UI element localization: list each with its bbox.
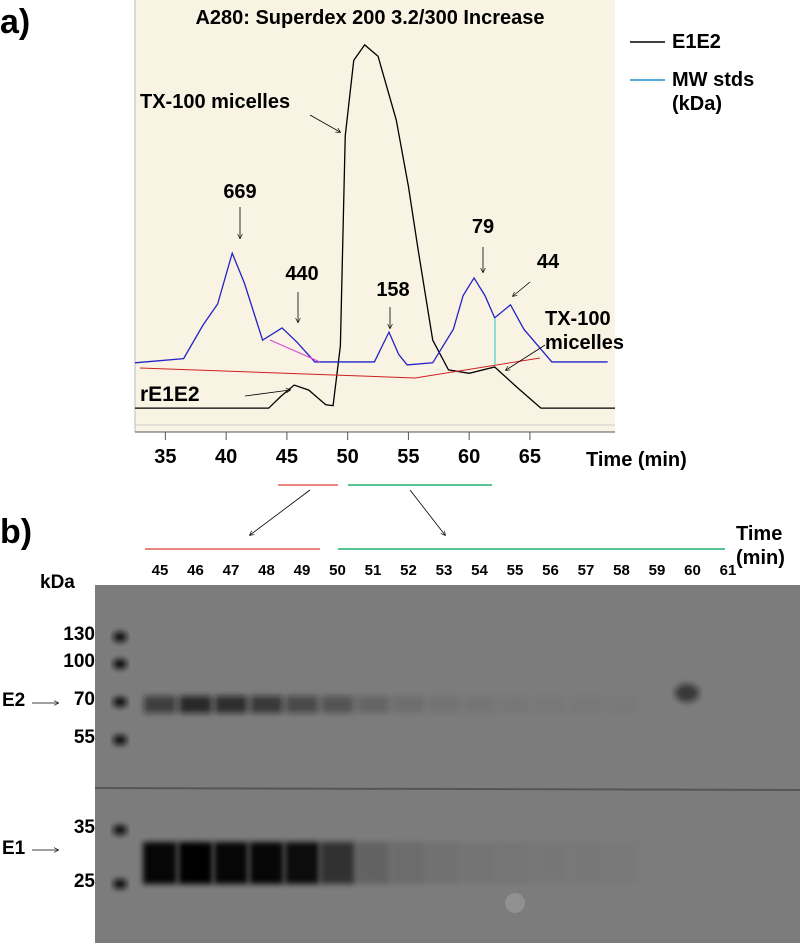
x-axis-label: Time (min) (586, 449, 687, 471)
gel-band (357, 696, 389, 713)
lane-label: 57 (577, 562, 595, 579)
marker-band (113, 659, 127, 669)
lane-label: 60 (684, 562, 701, 579)
chart-title: A280: Superdex 200 3.2/300 Increase (195, 7, 545, 29)
lane-label: 55 (506, 562, 524, 579)
gel-band (144, 696, 176, 713)
baseline (269, 339, 321, 363)
lane-label: 45 (151, 562, 169, 579)
annotation: 44 (536, 251, 560, 273)
marker-label: 130 (63, 624, 95, 645)
marker-band (113, 697, 127, 707)
band-label: E2 (2, 690, 26, 711)
gel-artifact (505, 893, 525, 913)
gel-band (535, 696, 567, 713)
gel-band (499, 696, 531, 713)
gel-band (427, 842, 461, 884)
lane-label: 48 (258, 562, 275, 579)
marker-label: 25 (73, 871, 95, 892)
lane-label: 52 (400, 562, 417, 579)
lane-label: 53 (435, 562, 453, 579)
gel-band (320, 842, 355, 884)
lane-label: 58 (613, 562, 630, 579)
lane-label: 50 (329, 562, 346, 579)
lane-label: 61 (719, 562, 737, 579)
gel-band (250, 696, 283, 713)
series-line (135, 43, 615, 409)
gel-artifact (675, 684, 699, 702)
gel-unit-label: kDa (40, 572, 75, 593)
lane-label: 56 (542, 562, 559, 579)
lane-label: 49 (293, 562, 311, 579)
band-label: E1 (2, 838, 26, 859)
marker-label: 100 (63, 651, 95, 672)
panel-label: b) (0, 513, 33, 551)
marker-band (113, 632, 127, 642)
gel-band (214, 842, 248, 884)
marker-band (113, 735, 127, 745)
gel-band (462, 842, 497, 884)
lane-label: 46 (187, 562, 204, 579)
series-line (134, 251, 608, 366)
gel-band (606, 696, 638, 713)
gel-band (533, 842, 568, 884)
gel-band (570, 696, 602, 713)
gel-seam (94, 787, 800, 791)
legend-label: E1E2 (672, 31, 721, 53)
gel-band (463, 696, 496, 713)
gel-band (143, 842, 177, 884)
annotation: 669 (223, 181, 257, 203)
baseline (139, 367, 416, 379)
marker-label: 70 (73, 689, 95, 710)
marker-band (113, 879, 127, 889)
gel-bands (113, 632, 699, 913)
plot-background (135, 0, 615, 432)
gel-band (215, 696, 247, 713)
gel-band (392, 696, 425, 713)
annotation: TX-100 micelles (545, 308, 624, 354)
panel-label: a) (0, 3, 31, 41)
x-tick-label: 45 (275, 446, 299, 468)
annotation: 79 (471, 216, 495, 238)
marker-label: 35 (73, 817, 95, 838)
gel-band (569, 842, 603, 884)
gel-band (356, 842, 390, 884)
gel-band (321, 696, 354, 713)
gel-band (179, 696, 212, 713)
lane-label: 51 (364, 562, 382, 579)
x-tick-label: 35 (154, 446, 177, 468)
gel-band (249, 842, 284, 884)
annotation-arrows (240, 114, 546, 535)
x-tick-label: 55 (397, 446, 420, 468)
marker-label: 55 (73, 727, 95, 748)
gel-band (391, 842, 426, 884)
legend-label: MW stds (kDa) (672, 69, 755, 115)
gel-band (178, 842, 213, 884)
lane-label: 59 (648, 562, 666, 579)
gel-band (285, 842, 319, 884)
annotation: 440 (285, 263, 319, 285)
gel-image (95, 585, 800, 943)
x-tick-label: 60 (458, 446, 481, 468)
gel-band (498, 842, 532, 884)
gel-band (428, 696, 460, 713)
annotation: TX-100 micelles (140, 91, 291, 113)
annotation: 158 (376, 279, 410, 301)
lane-label: 54 (471, 562, 488, 579)
band-arrows (32, 703, 58, 850)
annotation: rE1E2 (140, 383, 200, 406)
gel-band (605, 842, 639, 884)
gel-band (286, 696, 318, 713)
lane-label: 47 (222, 562, 240, 579)
gel-time-header: Time (min) (736, 523, 785, 569)
x-tick-label: 50 (336, 446, 359, 468)
x-tick-label: 40 (215, 446, 238, 468)
x-tick-label: 65 (518, 446, 542, 468)
marker-band (113, 825, 127, 835)
